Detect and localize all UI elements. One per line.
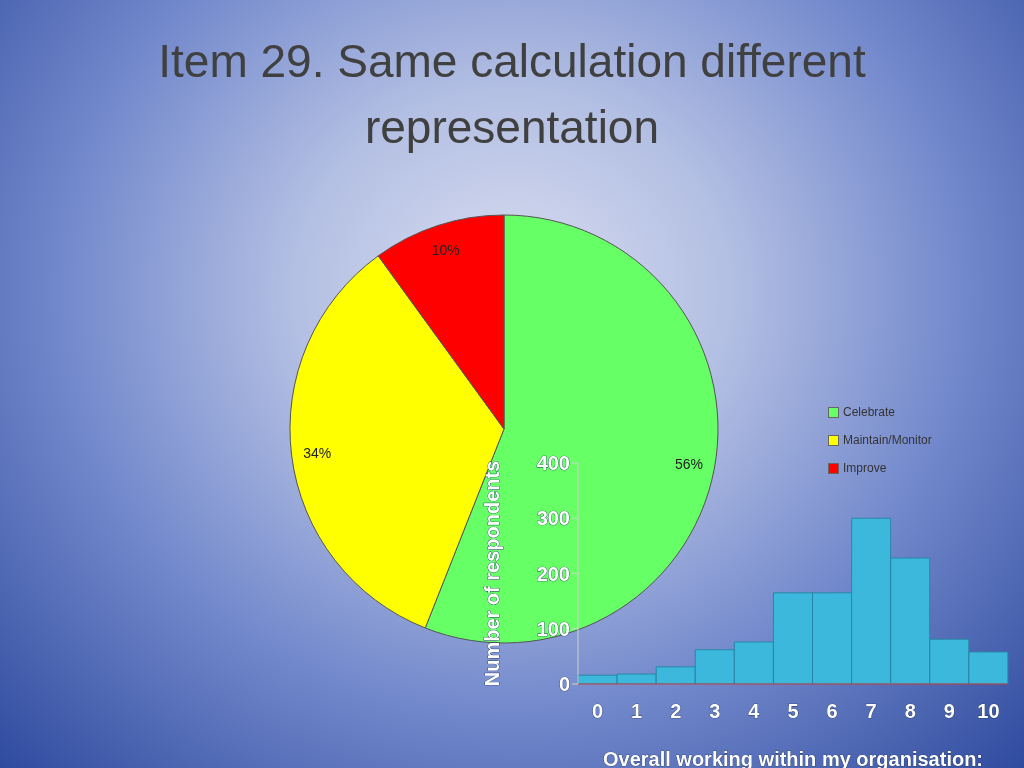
svg-text:400: 400: [537, 452, 570, 474]
svg-text:3: 3: [709, 700, 720, 722]
svg-text:200: 200: [537, 563, 570, 585]
html-text:Maintain/Monitor: Maintain/Monitor: [843, 433, 932, 447]
svg-text:1: 1: [631, 700, 642, 722]
svg-text:100: 100: [537, 618, 570, 640]
svg-text:5: 5: [787, 700, 798, 722]
html-text:Improve: Improve: [843, 461, 887, 475]
svg-text:Number of respondents: Number of respondents: [481, 461, 503, 687]
svg-text:300: 300: [537, 507, 570, 529]
svg-text:56%: 56%: [675, 456, 703, 472]
svg-text:10: 10: [977, 700, 999, 722]
svg-text:8: 8: [905, 700, 916, 722]
svg-text:2: 2: [670, 700, 681, 722]
svg-text:10%: 10%: [432, 242, 460, 258]
svg-text:0: 0: [559, 673, 570, 695]
svg-text:7: 7: [866, 700, 877, 722]
svg-text:6: 6: [827, 700, 838, 722]
html-text:Celebrate: Celebrate: [843, 405, 895, 419]
svg-text:0: 0: [592, 700, 603, 722]
svg-text:4: 4: [748, 700, 760, 722]
svg-text:34%: 34%: [303, 445, 331, 461]
svg-text:Overall working within my orga: Overall working within my organisation:: [603, 748, 983, 768]
svg-text:9: 9: [944, 700, 955, 722]
html-text:Item 29. Same calculation diff: Item 29. Same calculation different repr…: [158, 35, 866, 153]
